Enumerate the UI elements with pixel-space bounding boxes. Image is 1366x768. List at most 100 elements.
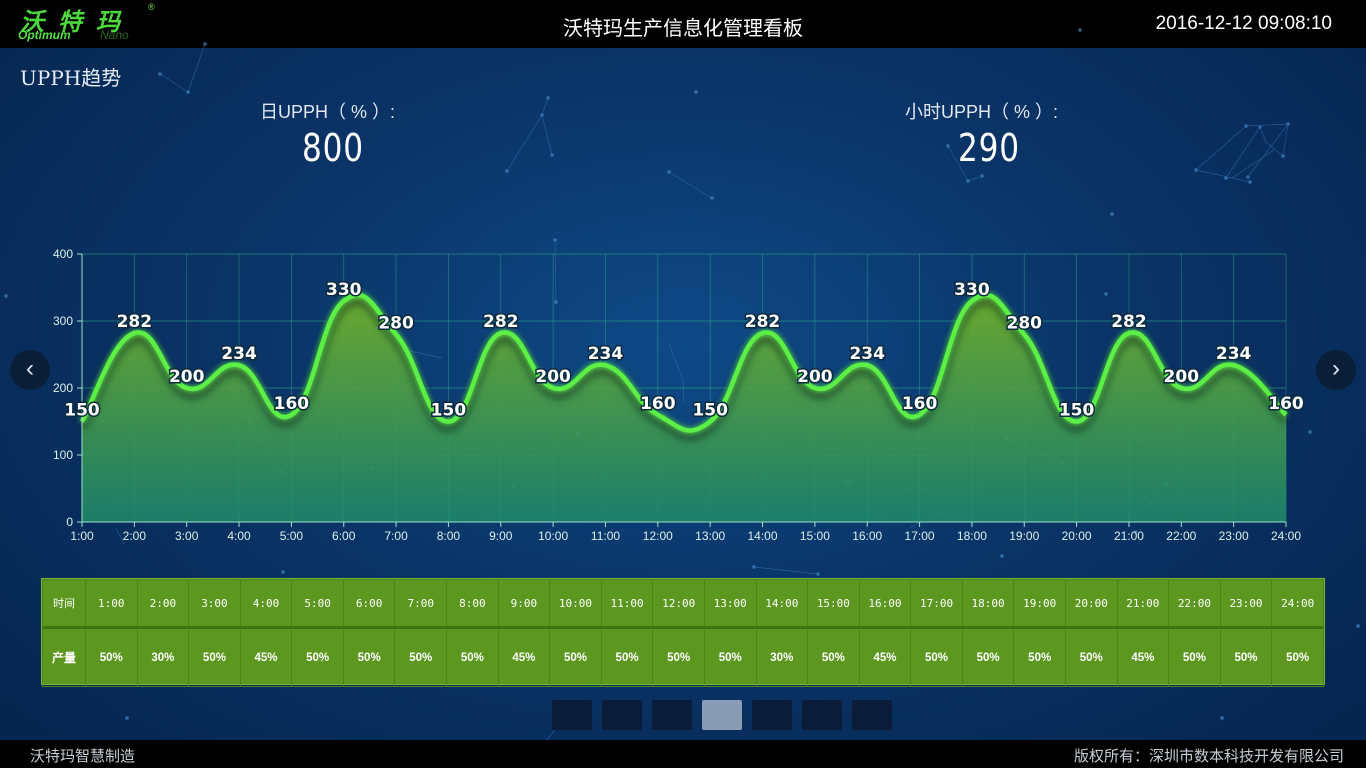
time-cell: 7:00 [394, 579, 448, 628]
svg-text:200: 200 [169, 367, 205, 387]
x-tick-label: 2:00 [123, 529, 147, 543]
top-bar: 沃特玛 ® Optimum Nano 沃特玛生产信息化管理看板 2016-12-… [0, 0, 1366, 48]
app-title: 沃特玛生产信息化管理看板 [563, 18, 803, 40]
output-cell: 45% [497, 627, 551, 687]
svg-text:234: 234 [1216, 344, 1252, 364]
svg-text:282: 282 [117, 312, 153, 332]
x-tick-label: 3:00 [175, 529, 199, 543]
series-line [80, 292, 1288, 433]
series-area [82, 294, 1286, 522]
svg-text:282: 282 [745, 312, 781, 332]
output-cell: 50% [652, 627, 705, 687]
output-cell: 50% [291, 627, 344, 687]
hourly-output-table: 时间 1:00 2:00 3:00 4:00 5:00 6:00 7:00 8:00 9:00 1… [41, 578, 1325, 687]
x-tick-label: 14:00 [748, 529, 778, 543]
pager-dot[interactable] [602, 700, 642, 730]
chevron-left-icon: ‹ [26, 355, 34, 382]
output-row: 产量 50% 30% 50% 45% 50% 50% 50% 50% 45% 50% 50% 50% 5… [42, 627, 1324, 687]
pager-dot[interactable] [802, 700, 842, 730]
logo-english-suffix: Nano [100, 28, 129, 42]
output-cell: 50% [342, 627, 396, 687]
pager-dot[interactable] [552, 700, 592, 730]
x-tick-label: 18:00 [957, 529, 987, 543]
svg-text:234: 234 [588, 344, 624, 364]
pager-dot[interactable] [652, 700, 692, 730]
x-tick-label: 9:00 [489, 529, 513, 543]
x-tick-label: 16:00 [852, 529, 882, 543]
output-cell: 50% [85, 627, 138, 687]
svg-text:200: 200 [797, 367, 833, 387]
output-cell: 50% [961, 627, 1015, 687]
time-cell: 21:00 [1116, 579, 1170, 628]
x-tick-label: 21:00 [1114, 529, 1144, 543]
pager-dot[interactable] [852, 700, 892, 730]
svg-text:150: 150 [1059, 401, 1095, 421]
y-tick-label: 400 [53, 247, 73, 261]
svg-text:160: 160 [640, 394, 676, 414]
time-cell: 10:00 [549, 579, 602, 628]
svg-text:234: 234 [221, 344, 257, 364]
time-cell: 2:00 [136, 579, 190, 628]
x-tick-label: 24:00 [1271, 529, 1301, 543]
svg-text:160: 160 [902, 394, 938, 414]
daily-upph-label: 日UPPH（ % ）: [260, 102, 396, 122]
svg-text:234: 234 [849, 344, 885, 364]
output-cell: 50% [703, 627, 757, 687]
x-tick-label: 4:00 [227, 529, 251, 543]
time-cell: 3:00 [188, 579, 241, 628]
x-tick-label: 6:00 [332, 529, 356, 543]
time-cell: 23:00 [1219, 579, 1273, 628]
daily-upph-value: 800 [302, 126, 364, 170]
svg-text:330: 330 [326, 280, 362, 300]
svg-text:282: 282 [483, 312, 519, 332]
output-row-header: 产量 [42, 627, 86, 687]
pager-dot[interactable] [702, 700, 742, 730]
time-cell: 6:00 [342, 579, 396, 628]
time-row-header: 时间 [42, 579, 86, 628]
svg-text:150: 150 [431, 401, 467, 421]
output-cell: 50% [549, 627, 602, 687]
output-cell: 50% [1013, 627, 1066, 687]
time-cell: 1:00 [85, 579, 138, 628]
svg-text:280: 280 [378, 313, 414, 333]
svg-text:150: 150 [431, 401, 467, 421]
next-button[interactable]: › [1316, 350, 1356, 390]
time-cell: 11:00 [600, 579, 654, 628]
x-tick-label: 23:00 [1219, 529, 1249, 543]
output-cell: 50% [807, 627, 860, 687]
output-cell: 50% [1064, 627, 1118, 687]
x-tick-label: 12:00 [643, 529, 673, 543]
svg-text:280: 280 [1007, 313, 1043, 333]
svg-text:150: 150 [692, 401, 728, 421]
output-cell: 45% [239, 627, 293, 687]
output-cell: 50% [188, 627, 241, 687]
pager-dot[interactable] [752, 700, 792, 730]
prev-button[interactable]: ‹ [10, 350, 50, 390]
svg-text:160: 160 [1268, 394, 1304, 414]
time-cell: 9:00 [497, 579, 551, 628]
svg-text:234: 234 [221, 344, 257, 364]
svg-text:234: 234 [588, 344, 624, 364]
output-cell: 50% [446, 627, 499, 687]
output-cell: 50% [1271, 627, 1324, 687]
registered-mark: ® [148, 2, 155, 12]
footer-bar: 沃特玛智慧制造 版权所有：深圳市数本科技开发有限公司 [0, 740, 1366, 768]
svg-text:200: 200 [1164, 367, 1200, 387]
svg-text:160: 160 [640, 394, 676, 414]
logo-chinese-text: 沃特玛 [20, 7, 134, 36]
time-cell: 20:00 [1064, 579, 1118, 628]
